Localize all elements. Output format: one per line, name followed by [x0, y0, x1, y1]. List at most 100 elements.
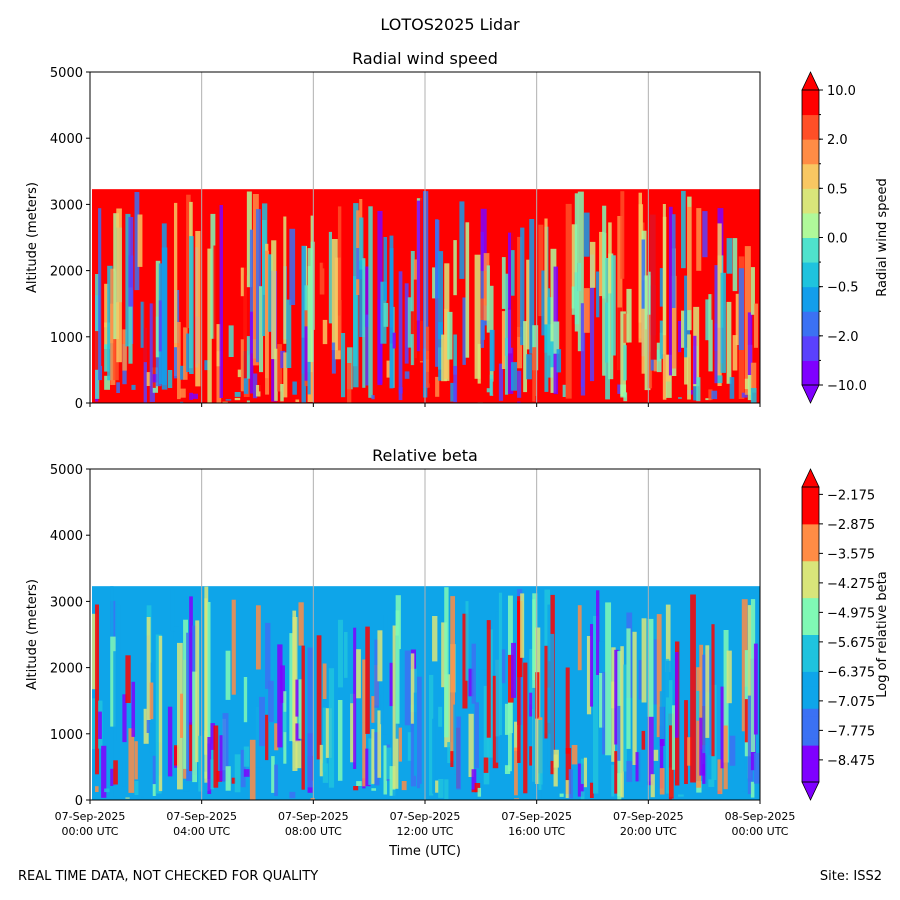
colorbar-segment — [802, 627, 819, 635]
heatmap-cell — [419, 198, 426, 362]
heatmap-image — [92, 189, 760, 403]
heatmap-cell — [95, 331, 100, 370]
heatmap-cell — [104, 322, 111, 349]
heatmap-cell — [219, 205, 224, 398]
heatmap-cell — [222, 713, 229, 782]
heatmap-cell — [450, 382, 456, 402]
heatmap-cell — [240, 339, 247, 392]
heatmap-cell — [580, 303, 586, 396]
heatmap-cell — [589, 624, 594, 707]
y-tick-label: 4000 — [50, 132, 83, 147]
heatmap-cell — [687, 206, 692, 311]
heatmap-cell — [225, 766, 231, 791]
y-tick-label: 3000 — [50, 595, 83, 610]
heatmap-cell — [322, 192, 329, 269]
heatmap-cell — [501, 649, 506, 684]
heatmap-cell — [192, 393, 198, 399]
heatmap-cell — [392, 789, 398, 799]
heatmap-cell — [122, 694, 127, 743]
heatmap-cell — [450, 596, 456, 761]
colorbar-segment — [802, 723, 819, 731]
heatmap-cell — [322, 663, 327, 699]
heatmap-cell — [392, 332, 396, 349]
heatmap-cell — [662, 204, 666, 336]
heatmap-cell — [501, 257, 506, 309]
heatmap-cell — [359, 217, 364, 270]
heatmap-cell — [152, 288, 156, 388]
heatmap-cell — [602, 205, 607, 376]
heatmap-cell — [110, 768, 116, 786]
heatmap-cell — [319, 262, 325, 295]
heatmap-cell — [741, 727, 747, 792]
heatmap-cell — [201, 328, 208, 345]
heatmap-cell — [134, 741, 138, 780]
heatmap-cell — [507, 654, 514, 703]
heatmap-image — [92, 586, 760, 800]
colorbar-tick-label: −2.875 — [827, 518, 875, 533]
heatmap-cell — [438, 322, 443, 381]
heatmap-cell — [362, 659, 367, 787]
heatmap-cell — [350, 693, 356, 763]
x-tick-time: 20:00 UTC — [620, 825, 677, 838]
x-tick-time: 16:00 UTC — [508, 825, 565, 838]
heatmap-cell — [465, 222, 470, 358]
heatmap-cell — [665, 660, 672, 698]
heatmap-cell — [605, 602, 612, 756]
colorbar-segment — [802, 575, 819, 584]
heatmap-cell — [483, 253, 490, 321]
heatmap-cell — [665, 354, 671, 382]
heatmap-cell — [183, 787, 189, 792]
heatmap-cell — [489, 374, 494, 396]
colorbar-segment — [802, 311, 819, 337]
heatmap-cell — [340, 333, 346, 398]
heatmap-cell — [362, 258, 366, 388]
heatmap-cell — [477, 787, 482, 797]
heatmap-cell — [416, 676, 422, 789]
heatmap-cell — [501, 311, 507, 369]
heatmap-cell — [726, 238, 733, 274]
heatmap-cell — [426, 326, 430, 388]
colorbar-segment — [802, 605, 819, 613]
colorbar-tick-label: 10.0 — [827, 84, 856, 99]
colorbar-segment — [802, 671, 819, 680]
heatmap-cell — [477, 343, 481, 384]
heatmap-cell — [271, 240, 277, 360]
heatmap-cell — [243, 677, 248, 723]
heatmap-cell — [104, 375, 110, 390]
heatmap-cell — [107, 265, 113, 381]
heatmap-cell — [684, 347, 689, 385]
heatmap-cell — [753, 753, 760, 784]
heatmap-cell — [186, 194, 191, 329]
heatmap-cell — [189, 722, 195, 772]
heatmap-cell — [468, 668, 474, 697]
panel-title: Relative beta — [372, 446, 478, 465]
heatmap-cell — [486, 620, 491, 738]
heatmap-cell — [617, 383, 623, 394]
colorbar-tick-label: −0.5 — [827, 281, 859, 296]
heatmap-cell — [535, 672, 540, 719]
heatmap-cell — [177, 322, 181, 400]
heatmap-cell — [128, 255, 134, 307]
heatmap-cell — [353, 203, 359, 388]
heatmap-cell — [234, 392, 241, 397]
heatmap-cell — [113, 213, 119, 340]
colorbar-frame — [801, 89, 820, 386]
colorbar-tick-label: −6.375 — [827, 665, 875, 680]
x-tick-time: 08:00 UTC — [285, 825, 342, 838]
heatmap-cell — [404, 371, 410, 379]
heatmap-cell — [268, 254, 273, 332]
heatmap-cell — [255, 385, 261, 397]
heatmap-cell — [741, 599, 748, 732]
heatmap-cell — [559, 793, 564, 797]
heatmap-cell — [514, 721, 519, 751]
heatmap-cell — [237, 369, 242, 378]
y-tick-label: 4000 — [50, 529, 83, 544]
heatmap-cell — [92, 698, 96, 749]
colorbar-tick-label: −5.675 — [827, 636, 875, 651]
heatmap-cell — [158, 300, 163, 352]
heatmap-cell — [693, 335, 697, 385]
heatmap-cell — [125, 655, 131, 703]
heatmap-cell — [435, 780, 439, 793]
heatmap-cell — [514, 798, 520, 800]
x-tick-date: 07-Sep-2025 — [390, 810, 461, 823]
